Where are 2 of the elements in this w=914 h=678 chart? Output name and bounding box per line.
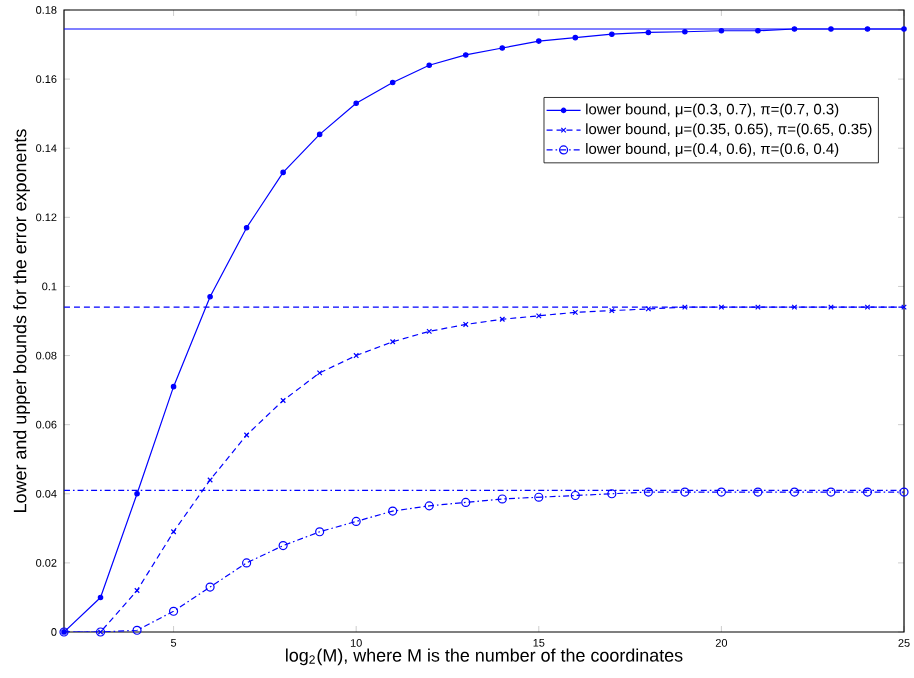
x-axis-title: log$_{2}$(M), where M is the number of the coordinates: [286, 648, 683, 666]
y-axis-title: Lower and upper bounds for the error exponents: [13, 129, 30, 512]
